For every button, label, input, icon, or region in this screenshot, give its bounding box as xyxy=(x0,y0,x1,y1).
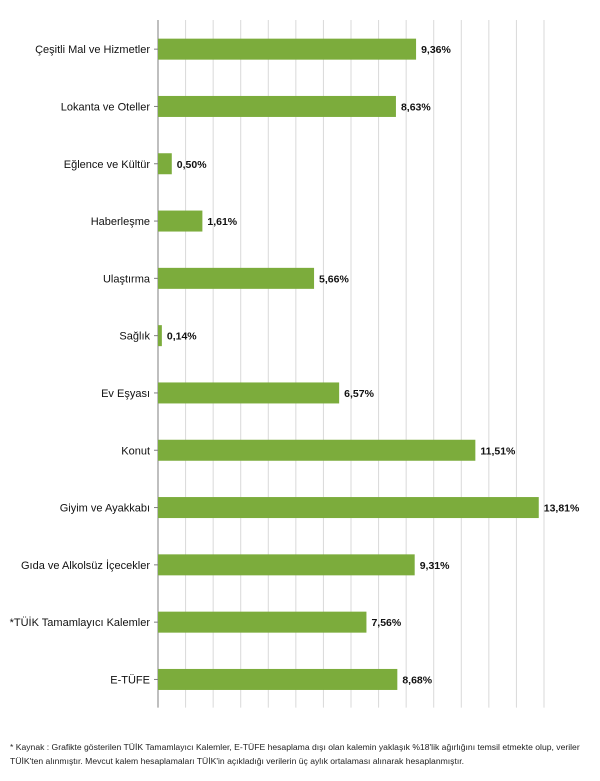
category-label: Sağlık xyxy=(119,331,150,343)
category-label: Haberleşme xyxy=(91,216,150,228)
data-label: 6,57% xyxy=(344,388,374,400)
bar xyxy=(158,554,415,576)
data-label: 0,14% xyxy=(167,331,197,343)
data-label: 5,66% xyxy=(319,273,349,285)
bar xyxy=(158,439,476,461)
data-label: 0,50% xyxy=(177,159,207,171)
data-label: 8,63% xyxy=(401,101,431,113)
data-label: 1,61% xyxy=(207,216,237,228)
bar xyxy=(158,95,396,117)
data-label: 8,68% xyxy=(402,674,432,686)
footnote: * Kaynak : Grafikte gösterilen TÜİK Tama… xyxy=(10,742,580,766)
category-label: Ulaştırma xyxy=(103,273,151,285)
category-label: Çeşitli Mal ve Hizmetler xyxy=(35,44,150,56)
bar xyxy=(158,153,172,175)
category-label: Ev Eşyası xyxy=(101,388,150,400)
bar xyxy=(158,325,162,347)
data-label: 9,36% xyxy=(421,44,451,56)
bar xyxy=(158,267,315,289)
data-label: 11,51% xyxy=(480,445,516,457)
data-label: 9,31% xyxy=(420,560,450,572)
data-label: 7,56% xyxy=(371,617,401,629)
data-label: 13,81% xyxy=(544,503,580,515)
category-label: *TÜİK Tamamlayıcı Kalemler xyxy=(10,616,151,629)
bar xyxy=(158,668,398,690)
bar xyxy=(158,611,367,633)
category-label: Gıda ve Alkolsüz İçecekler xyxy=(21,559,150,572)
bar xyxy=(158,382,340,404)
bar-chart: Çeşitli Mal ve Hizmetler 9,36% Lokanta ve … xyxy=(10,20,580,708)
bar xyxy=(158,210,203,232)
category-label: E-TÜFE xyxy=(110,674,150,686)
category-label: Giyim ve Ayakkabı xyxy=(60,503,150,515)
category-label: Lokanta ve Oteller xyxy=(61,101,151,113)
bar xyxy=(158,497,539,519)
category-label: Konut xyxy=(121,445,150,457)
bar xyxy=(158,38,417,60)
category-label: Eğlence ve Kültür xyxy=(64,159,151,171)
